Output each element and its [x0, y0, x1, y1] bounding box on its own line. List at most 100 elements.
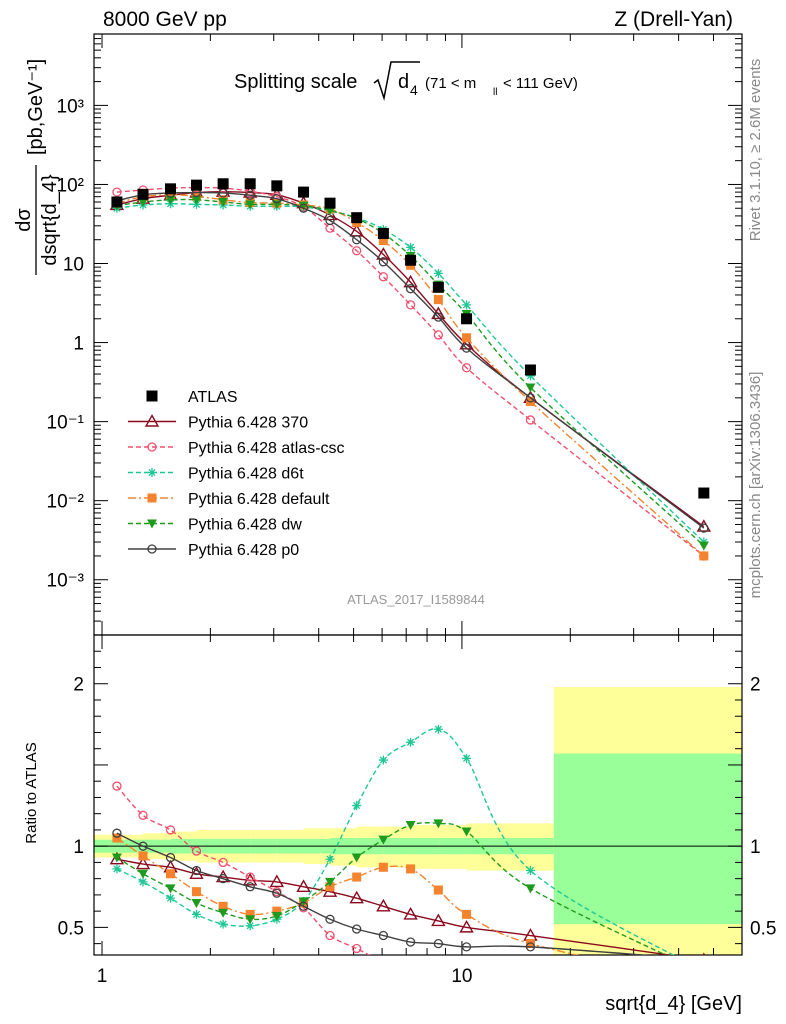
legend-marker-p370: [144, 414, 160, 427]
main-y-tick-label-4: 10: [63, 255, 84, 276]
ratio-point-default-3: [191, 887, 201, 897]
ratio-point-default-6: [272, 906, 282, 916]
main-y-tick-label-2: 10⁻¹: [47, 413, 85, 434]
main-y-tick-label-6: 10³: [57, 96, 84, 117]
main-y-tick-label-0: 10⁻³: [47, 571, 85, 592]
ratio-point-p0-5: [245, 882, 255, 892]
main-point-atlascsc-0: [112, 187, 122, 197]
ratio-point-p370-1: [135, 856, 151, 870]
main-point-d6t-11: [406, 242, 416, 252]
ratio-point-p370-12: [431, 913, 446, 927]
ratio-point-p0-2: [165, 852, 176, 863]
legend-marker-dw: [147, 519, 157, 529]
ratio-point-default-4: [218, 901, 228, 911]
legend-marker-data: [146, 390, 158, 402]
ratio-point-atlascsc-4: [218, 857, 228, 868]
ratio-point-dw-15: [699, 969, 709, 978]
legend-label-p0: Pythia 6.428 p0: [188, 542, 299, 559]
ratio-point-p0-15: [700, 956, 708, 964]
main-point-p0-8: [325, 215, 335, 226]
ratio-point-dw-13: [461, 827, 472, 837]
legend-marker-p0: [147, 544, 157, 554]
legend-label-data: ATLAS: [188, 389, 238, 406]
data-point-8: [324, 197, 336, 209]
header-left: 8000 GeV pp: [103, 8, 227, 31]
ratio-point-default-1: [138, 851, 148, 861]
ratio-point-default-12: [433, 885, 443, 895]
ratio-point-d6t-3: [191, 909, 201, 919]
data-point-7: [298, 186, 310, 198]
ratio-y-tick-label-0: 0.5: [58, 918, 84, 939]
main-point-p0-12: [433, 312, 444, 322]
ratio-point-dw-4: [218, 908, 229, 918]
ratio-point-d6t-10: [378, 755, 388, 765]
ratio-point-d6t-9: [352, 801, 362, 811]
ratio-point-atlascsc-10: [379, 957, 387, 965]
main-point-atlascsc-10: [378, 272, 389, 282]
ratio-point-d6t-14: [525, 866, 535, 876]
data-point-11: [405, 254, 417, 266]
main-point-p0-5: [245, 190, 255, 200]
title-cut-tail: < 111 GeV): [503, 75, 578, 92]
main-point-atlascsc-12: [433, 330, 444, 340]
ratio-point-dw-9: [351, 853, 362, 863]
legend-label-p370: Pythia 6.428 370: [188, 415, 308, 432]
ratio-point-atlascsc-11: [407, 961, 415, 969]
main-point-p0-7: [298, 203, 309, 213]
main-point-atlascsc-13: [461, 363, 472, 373]
main-point-d6t-12: [433, 268, 443, 278]
ratio-y-tick-label-right-1: 1: [750, 837, 761, 858]
ratio-point-default-11: [406, 864, 416, 874]
data-point-12: [432, 281, 444, 293]
ratio-point-default-9: [352, 872, 362, 882]
mcplots-label: mcplots.cern.ch [arXiv:1306.3436]: [747, 372, 764, 599]
main-line-atlascsc: [116, 186, 705, 557]
legend-marker-default: [147, 493, 157, 503]
ratio-point-p370-10: [376, 898, 391, 912]
legend-label-default: Pythia 6.428 default: [188, 491, 330, 508]
axis-tick-labels: 1 10 10⁻³ 10⁻² 10⁻¹ 1 10 10² 10³ 0.5 0.5 1 1 2 2: [47, 96, 777, 987]
ratio-line-p370: [116, 858, 675, 955]
main-point-atlascsc-14: [525, 415, 536, 425]
ylabel-unit: [pb,GeV⁻¹]: [25, 59, 47, 155]
ratio-point-p0-0: [112, 828, 122, 838]
ratio-point-d6t-12: [433, 724, 443, 734]
ratio-y-tick-label-2: 2: [73, 675, 84, 696]
main-point-default-13: [462, 333, 472, 343]
ratio-point-dw-10: [378, 835, 389, 845]
main-point-default-10: [378, 236, 388, 246]
x-tick-label-1: 10: [451, 966, 472, 987]
ratio-point-dw-6: [271, 912, 282, 922]
ratio-point-atlascsc-0: [112, 781, 122, 791]
legend-marker-atlascsc: [147, 442, 157, 452]
main-y-tick-label-1: 10⁻²: [47, 492, 85, 513]
ratio-point-p370-0: [109, 851, 125, 865]
main-point-p370-10: [376, 247, 391, 260]
ratio-y-tick-label-1: 1: [73, 837, 84, 858]
data-point-5: [244, 178, 256, 190]
sqrt-symbol-icon: [373, 61, 420, 101]
rivet-version-label: Rivet 3.1.10, ≥ 2.6M events: [747, 59, 764, 242]
x-axis-label: sqrt{d_4} [GeV]: [605, 993, 742, 1015]
main-point-default-12: [433, 295, 443, 305]
legend-label-d6t: Pythia 6.428 d6t: [188, 466, 304, 483]
title-prefix: Splitting scale: [234, 71, 357, 93]
data-point-1: [137, 188, 149, 200]
ratio-plot-frame: [93, 634, 743, 956]
main-point-atlascsc-8: [325, 223, 335, 233]
ylabel-denominator: dsqrt{d_4}: [39, 174, 61, 266]
title-d-symbol: d: [398, 71, 409, 93]
ratio-point-p0-8: [325, 914, 335, 924]
main-ylabel: dσ dsqrt{d_4} [pb,GeV⁻¹]: [13, 59, 61, 275]
ratio-error-bands: [94, 686, 742, 955]
main-point-dw-14: [525, 383, 536, 393]
ratio-point-p0-13: [461, 942, 472, 952]
main-point-p0-10: [378, 257, 389, 267]
ratio-point-atlascsc-2: [165, 825, 176, 835]
ratio-point-d6t-15: [699, 967, 708, 976]
ratio-point-default-14: [525, 939, 535, 949]
ratio-point-dw-14: [525, 884, 536, 894]
ratio-point-p0-12: [433, 938, 444, 949]
ratio-point-dw-2: [165, 884, 176, 894]
title-cut-sub: ll: [493, 87, 497, 98]
